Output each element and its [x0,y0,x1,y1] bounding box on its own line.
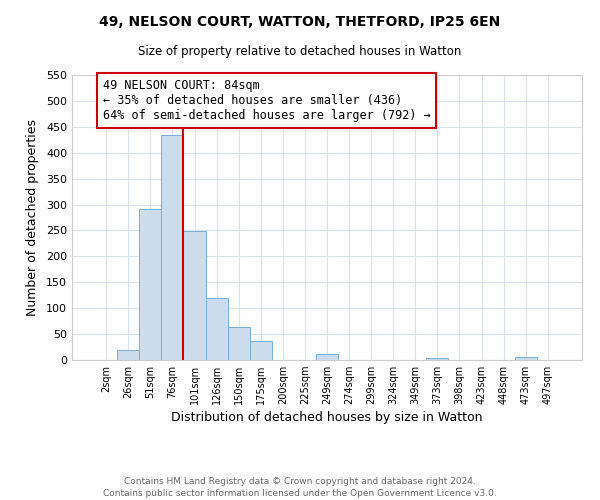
Bar [184,232,206,360]
Bar [227,328,250,360]
X-axis label: Distribution of detached houses by size in Watton: Distribution of detached houses by size … [171,412,483,424]
Bar [250,342,272,360]
Y-axis label: Number of detached properties: Number of detached properties [26,119,39,316]
Bar [139,208,161,360]
Text: Size of property relative to detached houses in Watton: Size of property relative to detached ho… [139,45,461,58]
Text: 49, NELSON COURT, WATTON, THETFORD, IP25 6EN: 49, NELSON COURT, WATTON, THETFORD, IP25… [100,15,500,29]
Text: Contains HM Land Registry data © Crown copyright and database right 2024.: Contains HM Land Registry data © Crown c… [124,478,476,486]
Text: 49 NELSON COURT: 84sqm
← 35% of detached houses are smaller (436)
64% of semi-de: 49 NELSON COURT: 84sqm ← 35% of detached… [103,80,430,122]
Bar [316,354,338,360]
Bar [117,350,139,360]
Bar [427,358,448,360]
Text: Contains public sector information licensed under the Open Government Licence v3: Contains public sector information licen… [103,489,497,498]
Bar [206,298,227,360]
Bar [515,358,537,360]
Bar [161,134,184,360]
